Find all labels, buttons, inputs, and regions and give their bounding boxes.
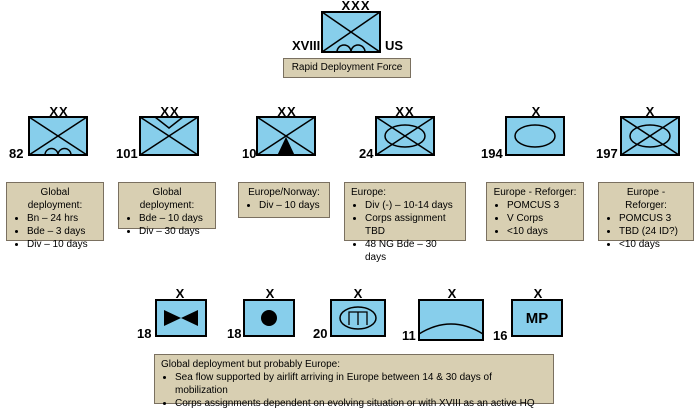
support-18-artillery-echelon: X	[265, 286, 275, 301]
mp-label: MP	[525, 309, 549, 327]
note-194-item: <10 days	[507, 225, 577, 238]
mechanized-infantry-icon	[375, 116, 435, 156]
support-11-echelon: X	[447, 286, 457, 301]
unit-24-id: 24	[359, 146, 374, 161]
support-16-id: 16	[493, 328, 508, 343]
unit-197-symbol	[620, 116, 680, 156]
note-194: Europe - Reforger: POMCUS 3 V Corps <10 …	[486, 182, 584, 241]
note-24: Europe: Div (-) – 10-14 days Corps assig…	[344, 182, 466, 263]
note-82-item: Bde – 3 days	[27, 225, 97, 238]
note-197-item: <10 days	[619, 238, 687, 251]
note-197-item: TBD (24 ID?)	[619, 225, 687, 238]
corps-echelon: XXX	[341, 0, 371, 13]
unit-197-id: 197	[596, 146, 618, 161]
support-18-artillery-id: 18	[227, 326, 242, 341]
note-101-title: Global deployment:	[139, 187, 195, 211]
note-24-item: Corps assignment TBD	[365, 212, 459, 238]
support-11-id: 11	[402, 328, 416, 343]
support-11-symbol	[418, 299, 484, 341]
support-18-artillery-symbol	[243, 299, 295, 337]
infantry-airborne-symbol	[321, 11, 381, 53]
note-10-item: Div – 10 days	[259, 199, 323, 212]
unit-10-echelon: XX	[277, 104, 297, 119]
engineer-icon	[330, 299, 386, 337]
unit-101-echelon: XX	[160, 104, 180, 119]
note-10: Europe/Norway: Div – 10 days	[238, 182, 330, 218]
corps-caption-text: Rapid Deployment Force	[291, 62, 403, 73]
support-20-symbol	[330, 299, 386, 337]
note-82: Global deployment: Bn – 24 hrs Bde – 3 d…	[6, 182, 104, 250]
note-24-item: 48 NG Bde – 30 days	[365, 238, 459, 264]
support-20-id: 20	[313, 326, 328, 341]
unit-197-echelon: X	[645, 104, 655, 119]
note-82-item: Bn – 24 hrs	[27, 212, 97, 225]
unit-194-symbol	[505, 116, 565, 156]
bottom-note-title: Global deployment but probably Europe:	[161, 359, 341, 370]
air-defense-icon	[418, 299, 484, 341]
unit-194-echelon: X	[531, 104, 541, 119]
note-101: Global deployment: Bde – 10 days Div – 3…	[118, 182, 216, 237]
unit-101-id: 101	[116, 146, 138, 161]
support-16-echelon: X	[533, 286, 543, 301]
note-194-title: Europe - Reforger:	[493, 187, 577, 198]
note-24-title: Europe:	[351, 187, 387, 198]
note-197-item: POMCUS 3	[619, 212, 687, 225]
note-194-item: V Corps	[507, 212, 577, 225]
aviation-icon	[155, 299, 207, 337]
unit-101-symbol	[139, 116, 199, 156]
note-101-item: Bde – 10 days	[139, 212, 209, 225]
unit-24-echelon: XX	[395, 104, 415, 119]
unit-82-symbol	[28, 116, 88, 156]
corps-caption: Rapid Deployment Force	[283, 58, 411, 78]
support-18-aviation-echelon: X	[175, 286, 185, 301]
note-82-item: Div – 10 days	[27, 238, 97, 251]
note-197: Europe - Reforger: POMCUS 3 TBD (24 ID?)…	[598, 182, 694, 250]
bottom-note-item: Sea flow supported by airlift arriving i…	[175, 371, 547, 397]
note-101-item: Div – 30 days	[139, 225, 209, 238]
corps-symbol	[321, 11, 381, 53]
unit-10-id: 10	[242, 146, 257, 161]
field-artillery-icon	[243, 299, 295, 337]
note-197-title: Europe - Reforger:	[625, 187, 667, 211]
unit-24-symbol	[375, 116, 435, 156]
unit-82-id: 82	[9, 146, 24, 161]
unit-194-id: 194	[481, 146, 503, 161]
mountain-infantry-icon	[256, 116, 316, 156]
support-20-echelon: X	[353, 286, 363, 301]
corps-right-label: US	[385, 38, 404, 53]
corps-left-label: XVIII	[292, 38, 321, 53]
mechanized-infantry-icon	[620, 116, 680, 156]
airborne-infantry-icon	[28, 116, 88, 156]
support-18-aviation-id: 18	[137, 326, 152, 341]
bottom-note: Global deployment but probably Europe: S…	[154, 354, 554, 409]
air-assault-infantry-icon	[139, 116, 199, 156]
note-194-item: POMCUS 3	[507, 199, 577, 212]
armor-icon	[505, 116, 565, 156]
support-18-aviation-symbol	[155, 299, 207, 337]
note-10-title: Europe/Norway:	[248, 187, 320, 198]
unit-82-echelon: XX	[49, 104, 69, 119]
note-24-item: Div (-) – 10-14 days	[365, 199, 459, 212]
support-16-symbol: MP	[511, 299, 563, 337]
note-82-title: Global deployment:	[27, 187, 83, 211]
unit-10-symbol	[256, 116, 316, 156]
bottom-note-item: Corps assignments dependent on evolving …	[175, 397, 547, 410]
military-police-icon: MP	[511, 299, 563, 337]
